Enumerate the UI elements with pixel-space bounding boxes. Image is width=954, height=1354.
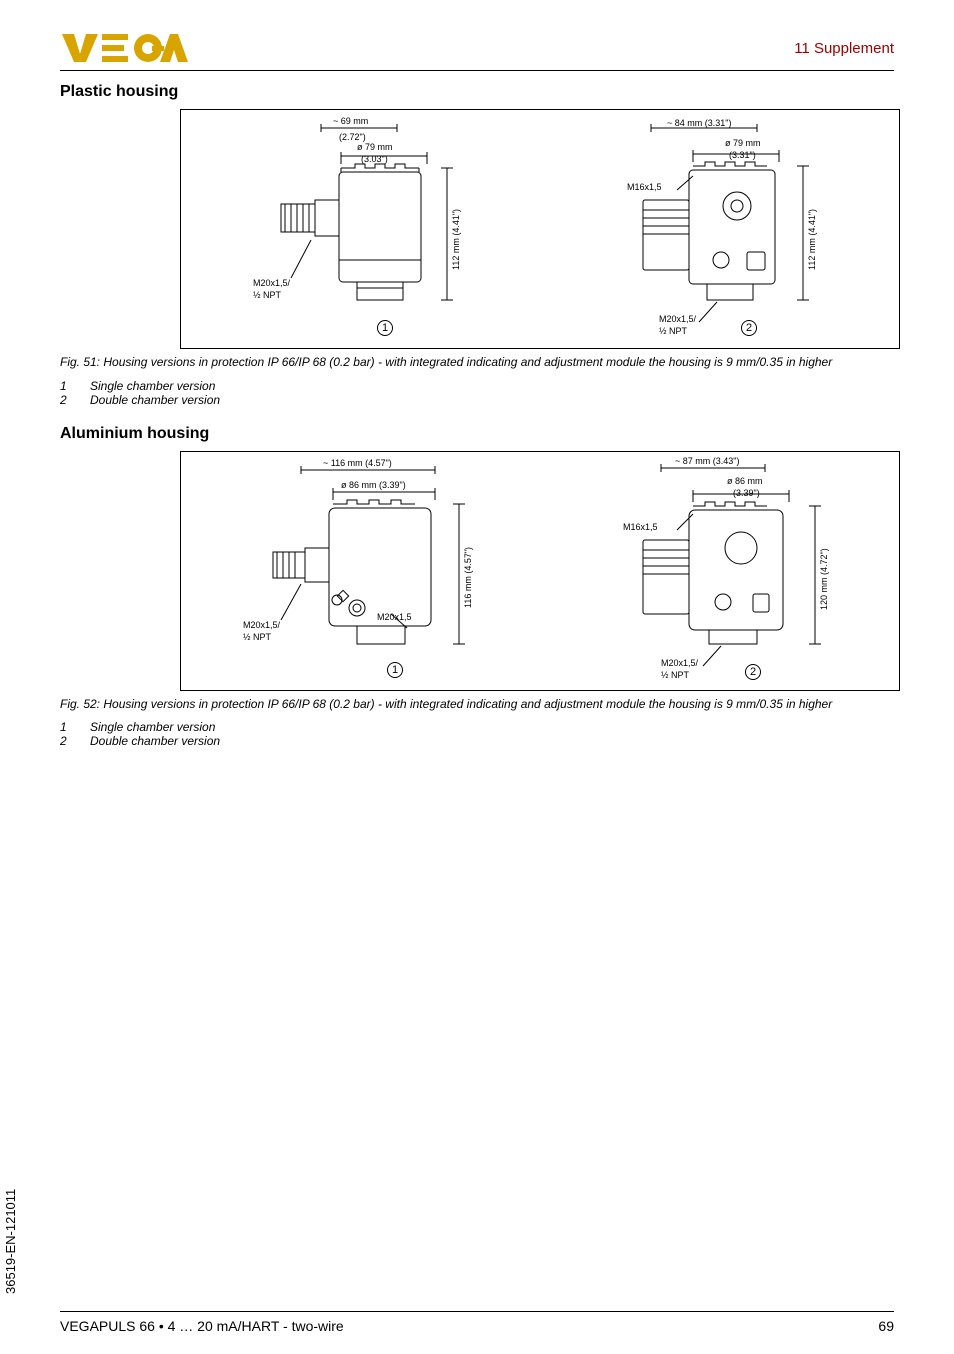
dim-height-2: 112 mm (4.41")	[807, 209, 817, 270]
conn-label-2b: M20x1,5/	[661, 658, 698, 668]
legend-item: 1 Single chamber version	[60, 379, 894, 393]
dim-dia-in-2: (3.31")	[729, 150, 756, 160]
diagram-number-2: 2	[741, 320, 757, 336]
dim-width-2: ~ 87 mm (3.43")	[675, 456, 739, 466]
fig-text: Housing versions in protection IP 66/IP …	[103, 697, 832, 711]
conn-label-2: M20x1,5/	[659, 314, 696, 324]
subsection-plastic: Plastic housing	[60, 83, 894, 101]
fig51-legend: 1 Single chamber version 2 Double chambe…	[60, 379, 894, 407]
conn-label2: ½ NPT	[243, 632, 271, 642]
fig-num: Fig. 52:	[60, 697, 100, 711]
conn-label: M20x1,5/	[243, 620, 280, 630]
fig-num: Fig. 51:	[60, 355, 100, 369]
dim-dia-2: ø 86 mm	[727, 476, 763, 486]
legend-num: 2	[60, 734, 72, 748]
conn-label2-2: ½ NPT	[659, 326, 687, 336]
dim-dia: ø 86 mm (3.39")	[341, 480, 406, 490]
fig51-diagram-1	[181, 110, 531, 348]
legend-item: 2 Double chamber version	[60, 393, 894, 407]
dim-dia: ø 79 mm	[357, 142, 393, 152]
fig52-caption: Fig. 52: Housing versions in protection …	[60, 697, 894, 713]
legend-num: 1	[60, 720, 72, 734]
dim-width: ~ 116 mm (4.57")	[323, 458, 392, 468]
dim-dia-in: (3.03")	[361, 154, 388, 164]
legend-text: Single chamber version	[90, 379, 215, 393]
fig52-diagram-2	[531, 452, 891, 690]
diagram-number-1: 1	[377, 320, 393, 336]
conn-label2: ½ NPT	[253, 290, 281, 300]
right-conn: M20x1,5	[377, 612, 412, 622]
diagram-number-1: 1	[387, 662, 403, 678]
legend-item: 1 Single chamber version	[60, 720, 894, 734]
legend-num: 2	[60, 393, 72, 407]
dim-dia-in-2: (3.39")	[733, 488, 760, 498]
legend-text: Double chamber version	[90, 393, 220, 407]
fig51-caption: Fig. 51: Housing versions in protection …	[60, 355, 894, 371]
fig52-legend: 1 Single chamber version 2 Double chambe…	[60, 720, 894, 748]
dim-width-2: ~ 84 mm (3.31")	[667, 118, 731, 128]
vega-logo	[60, 30, 190, 66]
figure-51-box: ~ 69 mm (2.72") ø 79 mm (3.03") 112 mm (…	[180, 109, 900, 349]
fig-text: Housing versions in protection IP 66/IP …	[103, 355, 832, 369]
section-label: 11 Supplement	[794, 40, 894, 57]
page: 11 Supplement Plastic housing	[0, 0, 954, 1354]
figure-52-box: ~ 116 mm (4.57") ø 86 mm (3.39") 116 mm …	[180, 451, 900, 691]
dim-dia-2: ø 79 mm	[725, 138, 761, 148]
legend-text: Single chamber version	[90, 720, 215, 734]
page-header: 11 Supplement	[60, 30, 894, 71]
side-conn-2: M16x1,5	[627, 182, 662, 192]
dim-height: 112 mm (4.41")	[451, 209, 461, 270]
legend-item: 2 Double chamber version	[60, 734, 894, 748]
conn-label: M20x1,5/	[253, 278, 290, 288]
subsection-aluminium: Aluminium housing	[60, 425, 894, 443]
dim-height: 116 mm (4.57")	[463, 547, 473, 608]
footer-left: VEGAPULS 66 • 4 … 20 mA/HART - two-wire	[60, 1318, 344, 1334]
diagram-number-2: 2	[745, 664, 761, 680]
legend-text: Double chamber version	[90, 734, 220, 748]
page-footer: VEGAPULS 66 • 4 … 20 mA/HART - two-wire …	[60, 1311, 894, 1334]
dim-width: ~ 69 mm	[333, 116, 368, 126]
dim-width-in: (2.72")	[339, 132, 366, 142]
legend-num: 1	[60, 379, 72, 393]
conn-label2-2b: ½ NPT	[661, 670, 689, 680]
side-conn-2: M16x1,5	[623, 522, 658, 532]
doc-code-vertical: 36519-EN-121011	[3, 1189, 18, 1294]
footer-right: 69	[878, 1318, 894, 1334]
fig51-diagram-2	[521, 110, 881, 348]
dim-height-2: 120 mm (4.72")	[819, 548, 829, 610]
